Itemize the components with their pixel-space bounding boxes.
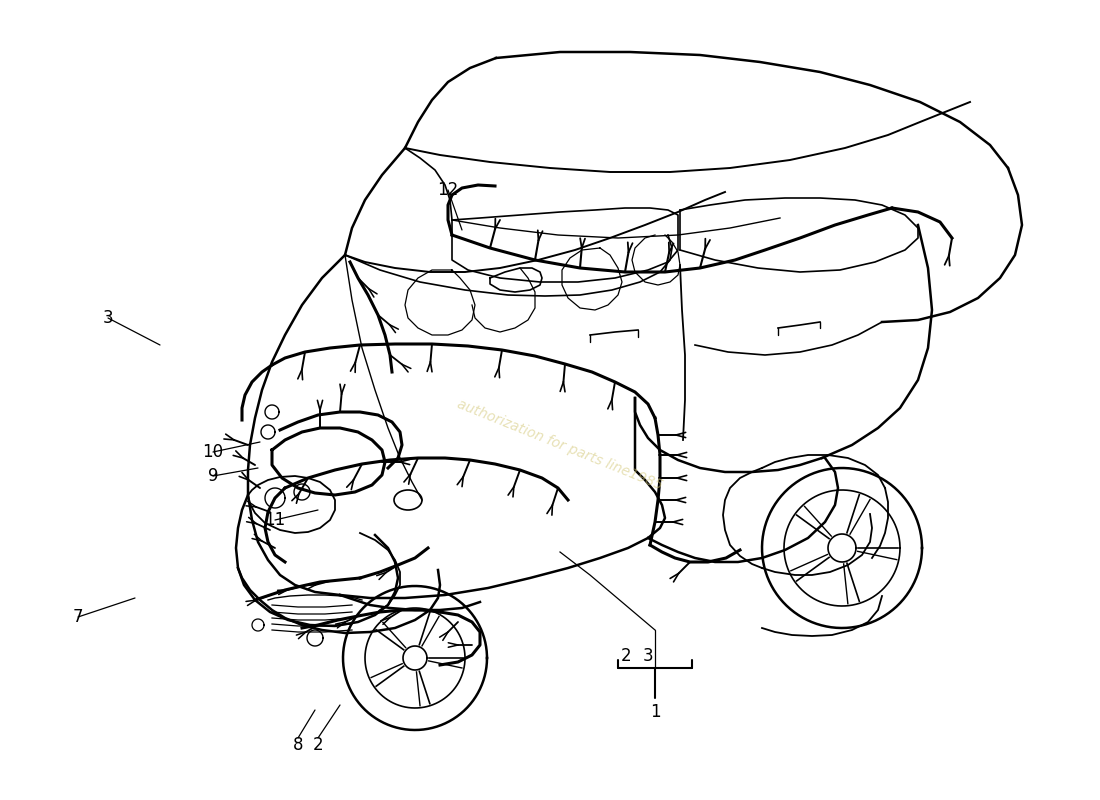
Text: 7: 7 (73, 608, 84, 626)
Text: 3: 3 (102, 309, 113, 327)
Text: 9: 9 (208, 467, 218, 485)
Text: 2: 2 (312, 736, 323, 754)
Text: 11: 11 (264, 511, 286, 529)
Text: 1: 1 (650, 703, 660, 721)
Text: 3: 3 (642, 647, 653, 665)
Text: 8: 8 (293, 736, 304, 754)
Text: 10: 10 (202, 443, 223, 461)
Text: 12: 12 (438, 181, 459, 199)
Text: authorization for parts line1985: authorization for parts line1985 (455, 398, 664, 493)
Text: 2: 2 (620, 647, 631, 665)
